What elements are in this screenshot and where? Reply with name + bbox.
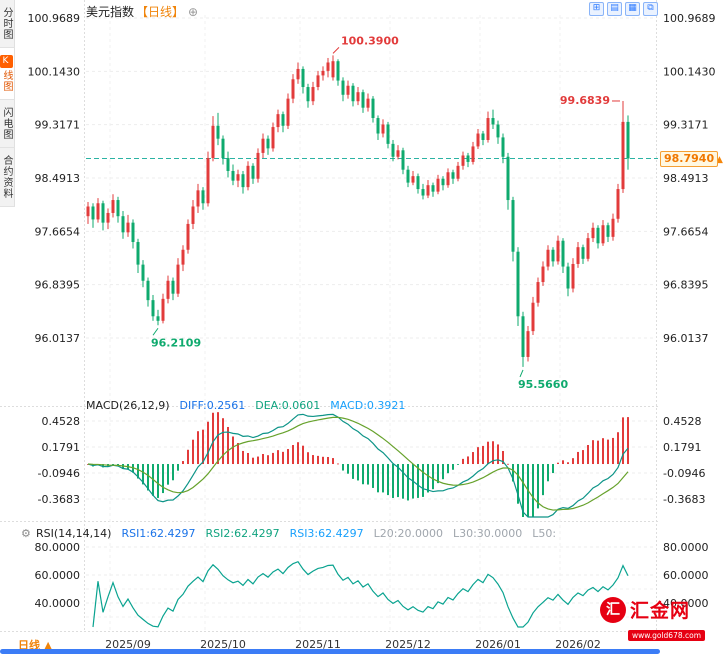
svg-text:0.1791: 0.1791 — [42, 441, 81, 454]
rsi-line — [92, 560, 629, 628]
svg-text:80.0000: 80.0000 — [35, 541, 81, 554]
period-selector-arrow-icon: ▲ — [43, 639, 53, 652]
svg-text:100.3900: 100.3900 — [341, 34, 399, 47]
sidebar-tab-label: 闪电图 — [1, 107, 12, 140]
svg-text:-0.3683: -0.3683 — [663, 493, 705, 506]
indicator-settings-gear-icon[interactable]: ⚙ — [21, 527, 31, 540]
sidebar-tab-time-chart[interactable]: 分时图 — [0, 0, 15, 48]
svg-text:2026/01: 2026/01 — [475, 638, 521, 651]
svg-text:-0.0946: -0.0946 — [38, 467, 80, 480]
svg-text:▲: ▲ — [716, 155, 723, 165]
svg-text:99.3171: 99.3171 — [35, 119, 81, 132]
rsi-l20-value: L20:20.0000 — [373, 527, 443, 540]
current-price-line: ▲ — [86, 155, 723, 165]
svg-text:100.1430: 100.1430 — [28, 65, 81, 78]
svg-text:96.8395: 96.8395 — [35, 279, 81, 292]
macd-dea-line — [87, 416, 629, 511]
candlestick-series — [86, 55, 630, 367]
brand-logo-mark: 汇 — [600, 596, 626, 623]
svg-text:98.4913: 98.4913 — [35, 172, 81, 185]
brand-logo-url: www.gold678.com — [628, 630, 706, 641]
sidebar-tab-kline-chart[interactable]: K 线图 — [0, 48, 15, 100]
macd-value: MACD:0.3921 — [330, 399, 406, 412]
svg-text:96.8395: 96.8395 — [663, 279, 709, 292]
chart-toolbar: ⊞ ▤ ▦ ⧉ — [589, 2, 658, 16]
rsi-l30-value: L30:30.0000 — [452, 527, 523, 540]
horizontal-scrollbar[interactable] — [0, 649, 660, 654]
svg-text:100.9689: 100.9689 — [28, 12, 81, 25]
gridlines — [86, 17, 654, 618]
svg-text:60.0000: 60.0000 — [35, 569, 81, 582]
rsi-l50-value: L50: — [532, 527, 557, 540]
svg-text:100.9689: 100.9689 — [663, 12, 716, 25]
svg-text:-0.0946: -0.0946 — [663, 467, 705, 480]
sidebar-tab-lightning-chart[interactable]: 闪电图 — [0, 100, 15, 148]
sidebar-tab-label: 线图 — [1, 70, 12, 92]
macd-diff-line — [87, 413, 629, 518]
list-view-icon[interactable]: ▦ — [625, 2, 640, 16]
svg-text:0.1791: 0.1791 — [663, 441, 702, 454]
price-annotations: 100.3900 99.6839 96.2109 95.5660 — [151, 34, 620, 391]
rsi-title: RSI(14,14,14) — [36, 527, 112, 540]
sidebar-tab-contract-info[interactable]: 合约资料 — [0, 148, 15, 207]
rsi-label-row: RSI(14,14,14) RSI1:62.4297 RSI2:62.4297 … — [36, 527, 556, 540]
panel-layout-icon[interactable]: ▤ — [607, 2, 622, 16]
rsi1-value: RSI1:62.4297 — [121, 527, 196, 540]
svg-text:99.6839: 99.6839 — [560, 94, 610, 107]
svg-text:2025/09: 2025/09 — [105, 638, 151, 651]
svg-text:99.3171: 99.3171 — [663, 119, 709, 132]
brand-logo-name: 汇金网 — [630, 600, 691, 622]
svg-text:40.0000: 40.0000 — [663, 597, 709, 610]
axis-labels: 100.9689 100.9689 100.1430 100.1430 99.3171 9… — [28, 12, 716, 610]
macd-diff-value: DIFF:0.2561 — [179, 399, 246, 412]
rsi3-value: RSI3:62.4297 — [289, 527, 364, 540]
macd-dea-value: DEA:0.0601 — [255, 399, 321, 412]
svg-text:98.4913: 98.4913 — [663, 172, 709, 185]
time-axis: 2025/09 2025/10 2025/11 2025/12 2026/01 2026/… — [105, 15, 601, 651]
svg-text:2026/02: 2026/02 — [555, 638, 601, 651]
svg-text:96.0137: 96.0137 — [663, 332, 709, 345]
fullscreen-icon[interactable]: ⧉ — [643, 2, 658, 16]
brand-logo: 汇 汇金网 www.gold678.com — [600, 596, 706, 642]
sidebar-tab-label: 合约资料 — [1, 155, 12, 199]
svg-text:2025/12: 2025/12 — [385, 638, 431, 651]
svg-text:0.4528: 0.4528 — [42, 415, 81, 428]
svg-text:80.0000: 80.0000 — [663, 541, 709, 554]
svg-text:96.0137: 96.0137 — [35, 332, 81, 345]
svg-text:-0.3683: -0.3683 — [38, 493, 80, 506]
svg-text:97.6654: 97.6654 — [35, 225, 81, 238]
macd-label-row: MACD(26,12,9) DIFF:0.2561 DEA:0.0601 MAC… — [86, 399, 405, 412]
add-indicator-icon[interactable]: ⊕ — [188, 5, 199, 19]
svg-text:97.6654: 97.6654 — [663, 225, 709, 238]
chart-header: 美元指数 【日线】 ⊕ — [86, 3, 198, 20]
svg-text:100.1430: 100.1430 — [663, 65, 716, 78]
svg-text:0.4528: 0.4528 — [663, 415, 702, 428]
svg-text:40.0000: 40.0000 — [35, 597, 81, 610]
sidebar: 分时图 K 线图 闪电图 合约资料 — [0, 0, 15, 207]
period-selector[interactable]: 日线 ▲ — [18, 637, 52, 653]
period-tag[interactable]: 【日线】 — [136, 5, 185, 19]
macd-histogram — [87, 412, 629, 517]
current-price-badge: 98.7940 — [660, 151, 719, 168]
symbol-title: 美元指数 — [86, 5, 135, 19]
svg-text:2025/10: 2025/10 — [200, 638, 246, 651]
rsi2-value: RSI2:62.4297 — [205, 527, 280, 540]
sidebar-tab-label: 分时图 — [1, 7, 12, 40]
macd-title: MACD(26,12,9) — [86, 399, 170, 412]
k-badge-icon: K — [0, 55, 13, 68]
svg-text:96.2109: 96.2109 — [151, 336, 201, 349]
svg-text:95.5660: 95.5660 — [518, 378, 568, 391]
svg-text:60.0000: 60.0000 — [663, 569, 709, 582]
grid-layout-icon[interactable]: ⊞ — [589, 2, 604, 16]
period-selector-label: 日线 — [18, 639, 40, 652]
svg-text:2025/11: 2025/11 — [295, 638, 341, 651]
